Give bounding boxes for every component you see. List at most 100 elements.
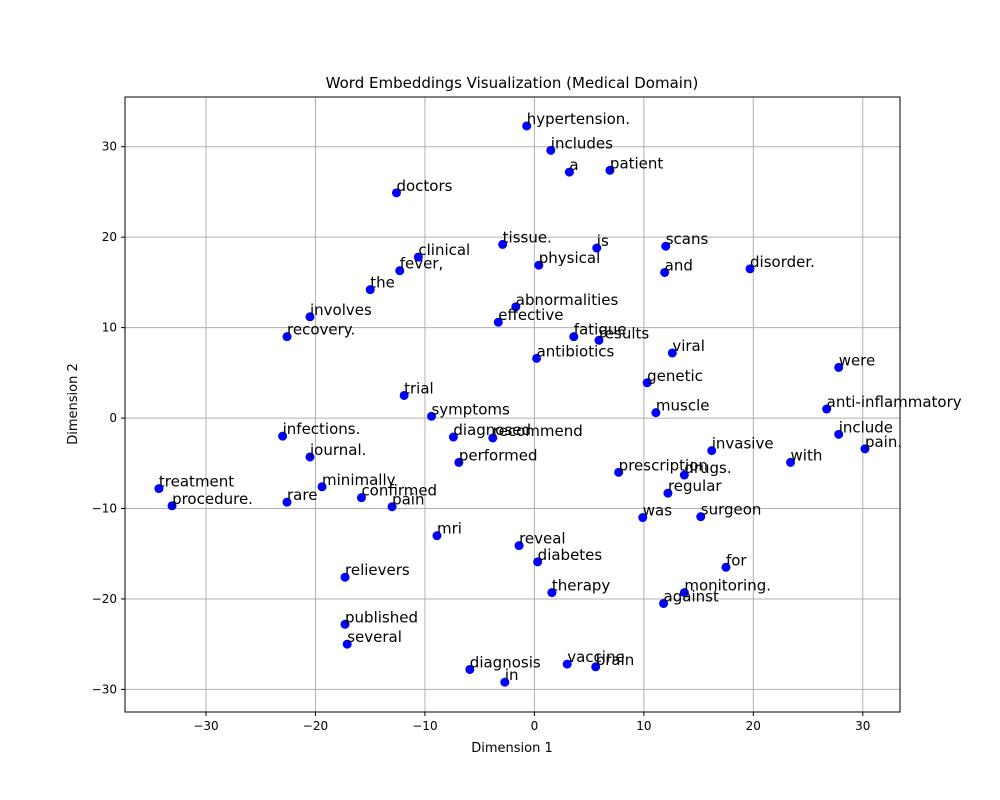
- data-point: [167, 501, 177, 511]
- data-point: [426, 411, 436, 421]
- data-point: [305, 452, 315, 462]
- word-label: relievers: [345, 561, 410, 579]
- data-point: [591, 662, 601, 672]
- word-label: were: [839, 351, 876, 369]
- word-label: in: [505, 666, 519, 684]
- data-point: [454, 457, 464, 467]
- data-point: [154, 484, 164, 494]
- y-tick-label: 30: [102, 140, 117, 154]
- word-label: with: [791, 446, 823, 464]
- data-point: [642, 378, 652, 388]
- x-tick-label: 20: [746, 719, 761, 733]
- word-label: the: [370, 274, 395, 292]
- data-point: [522, 121, 532, 131]
- word-label: recovery.: [287, 321, 355, 339]
- x-tick-label: 10: [636, 719, 651, 733]
- data-point: [721, 562, 731, 572]
- word-label: includes: [551, 134, 613, 152]
- x-tick-label: −30: [193, 719, 218, 733]
- data-point: [500, 677, 510, 687]
- chart-title: Word Embeddings Visualization (Medical D…: [326, 74, 699, 92]
- x-tick-label: 30: [855, 719, 870, 733]
- data-point: [614, 467, 624, 477]
- data-point: [282, 497, 292, 507]
- data-point: [532, 353, 542, 363]
- data-point: [569, 332, 579, 342]
- y-axis-label: Dimension 2: [66, 363, 81, 445]
- word-label: fever,: [400, 255, 444, 273]
- word-label: drugs.: [684, 459, 731, 477]
- word-label: disorder.: [750, 253, 815, 271]
- word-label: clinical: [418, 241, 470, 259]
- word-label: mri: [437, 520, 462, 538]
- word-label: infections.: [283, 420, 361, 438]
- data-point: [564, 167, 574, 177]
- word-label: several: [347, 628, 402, 646]
- y-tick-label: −10: [92, 502, 117, 516]
- data-point: [651, 408, 661, 418]
- word-label: a: [569, 156, 578, 174]
- word-label: trial: [404, 379, 434, 397]
- word-label: journal.: [309, 441, 366, 459]
- data-point: [667, 348, 677, 358]
- data-point: [594, 335, 604, 345]
- word-label: hypertension.: [527, 110, 630, 128]
- y-tick-label: −30: [92, 682, 117, 696]
- word-label: invasive: [712, 435, 774, 453]
- word-label: published: [345, 608, 418, 626]
- word-label: viral: [672, 337, 705, 355]
- data-point: [663, 488, 673, 498]
- data-point: [707, 446, 717, 456]
- word-label: pain.: [865, 433, 902, 451]
- data-point: [822, 404, 832, 414]
- word-label: pain: [392, 491, 424, 509]
- x-tick-label: 0: [531, 719, 539, 733]
- axis-ticks: −30 −20 −10 0 10 20 30 −30 −20 −10 0 10 20 30: [92, 140, 871, 733]
- data-point: [534, 260, 544, 270]
- data-point: [387, 502, 397, 512]
- data-point: [317, 482, 327, 492]
- word-label: treatment: [159, 473, 234, 491]
- data-point: [340, 619, 350, 629]
- word-label: physical: [539, 249, 601, 267]
- word-label: reveal: [519, 530, 566, 548]
- word-label: prescription: [619, 456, 708, 474]
- word-label: tissue.: [503, 228, 552, 246]
- word-label: muscle: [656, 397, 710, 415]
- word-label: diabetes: [538, 546, 603, 564]
- x-tick-label: −10: [412, 719, 437, 733]
- data-point: [413, 252, 423, 262]
- data-point: [661, 241, 671, 251]
- word-label: performed: [459, 446, 538, 464]
- word-label: anti-inflammatory: [827, 393, 962, 411]
- data-point: [511, 302, 521, 312]
- word-label: monitoring.: [684, 577, 771, 595]
- word-label: recommend: [493, 422, 583, 440]
- word-label: surgeon: [701, 501, 762, 519]
- word-label: was: [643, 502, 672, 520]
- data-point: [278, 431, 288, 441]
- word-label: doctors: [396, 177, 452, 195]
- data-point: [786, 457, 796, 467]
- word-label: minimally: [322, 471, 396, 489]
- data-point: [488, 433, 498, 443]
- data-point: [342, 639, 352, 649]
- data-point: [448, 432, 458, 442]
- data-point: [659, 598, 669, 608]
- word-label: is: [597, 232, 609, 250]
- word-label: include: [839, 418, 893, 436]
- data-point: [660, 267, 670, 277]
- word-label: and: [665, 256, 693, 274]
- data-point: [533, 557, 543, 567]
- data-point: [356, 493, 366, 503]
- word-label: antibiotics: [537, 342, 615, 360]
- x-tick-label: −20: [303, 719, 328, 733]
- word-label: patient: [610, 154, 663, 172]
- word-label: scans: [666, 230, 709, 248]
- data-point: [696, 512, 706, 522]
- word-label: diagnosed: [453, 421, 531, 439]
- data-points: [154, 121, 870, 687]
- data-point: [860, 444, 870, 454]
- plot-frame: [124, 96, 901, 713]
